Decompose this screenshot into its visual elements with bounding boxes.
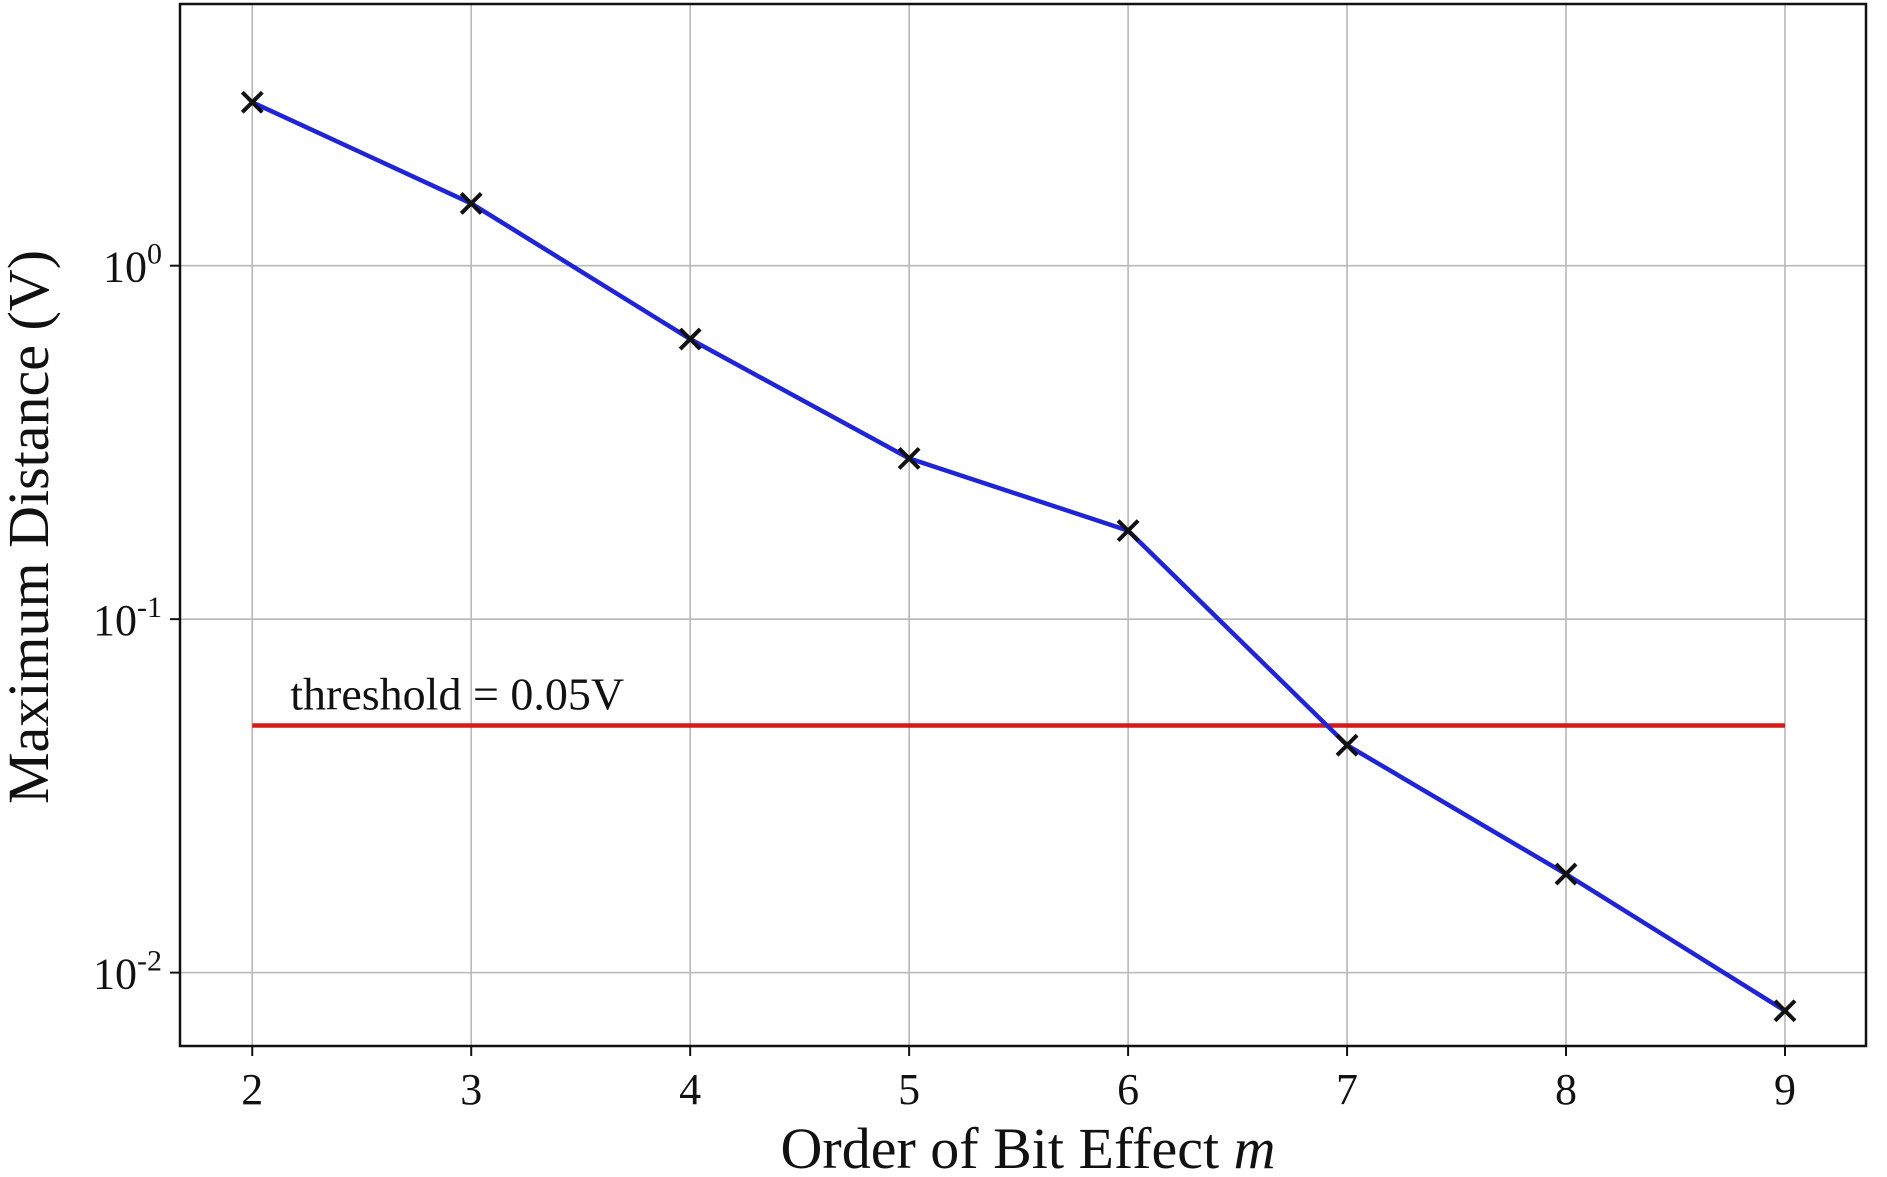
x-tick-label: 2	[241, 1065, 263, 1114]
data-point-stroke-b	[1554, 862, 1578, 886]
y-tick-exp: -1	[137, 591, 162, 624]
data-point-stroke-b	[459, 192, 483, 215]
data-point	[678, 327, 702, 351]
series-line	[251, 100, 1787, 1013]
plot-frame	[178, 2, 1868, 1048]
y-tick-label: 10-1	[93, 591, 162, 645]
y-tick-base: 10	[103, 243, 147, 292]
data-point-stroke-b	[897, 446, 921, 470]
data-point	[1554, 862, 1578, 886]
threshold-label: threshold = 0.05V	[290, 669, 624, 720]
data-point-stroke-b	[1773, 999, 1797, 1023]
data-point-stroke-b	[1335, 733, 1359, 757]
data-point	[240, 90, 264, 114]
y-axis-title: Maximum Distance (V)	[0, 250, 61, 804]
y-tick-exp: 0	[147, 238, 162, 271]
data-point-stroke-b	[240, 90, 264, 114]
x-axis-title-text: Order of Bit Effect	[781, 1116, 1220, 1177]
data-layer: threshold = 0.05V	[240, 90, 1797, 1023]
x-axis-title-var: m	[1234, 1116, 1276, 1177]
data-point	[1116, 519, 1140, 543]
x-tick-label: 4	[679, 1065, 701, 1114]
data-point	[459, 192, 483, 215]
y-tick-base: 10	[93, 950, 137, 999]
x-tick-label: 5	[898, 1065, 920, 1114]
x-axis-title: Order of Bit Effect m	[781, 1116, 1276, 1177]
x-tick-label: 7	[1336, 1065, 1358, 1114]
data-point	[1773, 999, 1797, 1023]
grid-layer	[180, 4, 1866, 1046]
data-point-stroke-b	[678, 327, 702, 351]
x-tick-label: 6	[1117, 1065, 1139, 1114]
x-tick-label: 9	[1774, 1065, 1796, 1114]
y-tick-exp: -2	[137, 945, 162, 978]
y-tick-label: 10-2	[93, 945, 162, 999]
y-tick-label: 100	[103, 238, 162, 292]
x-tick-label: 8	[1555, 1065, 1577, 1114]
data-point	[1335, 733, 1359, 757]
y-tick-base: 10	[93, 596, 137, 645]
data-point	[897, 446, 921, 470]
data-point-stroke-b	[1116, 519, 1140, 543]
x-tick-label: 3	[460, 1065, 482, 1114]
